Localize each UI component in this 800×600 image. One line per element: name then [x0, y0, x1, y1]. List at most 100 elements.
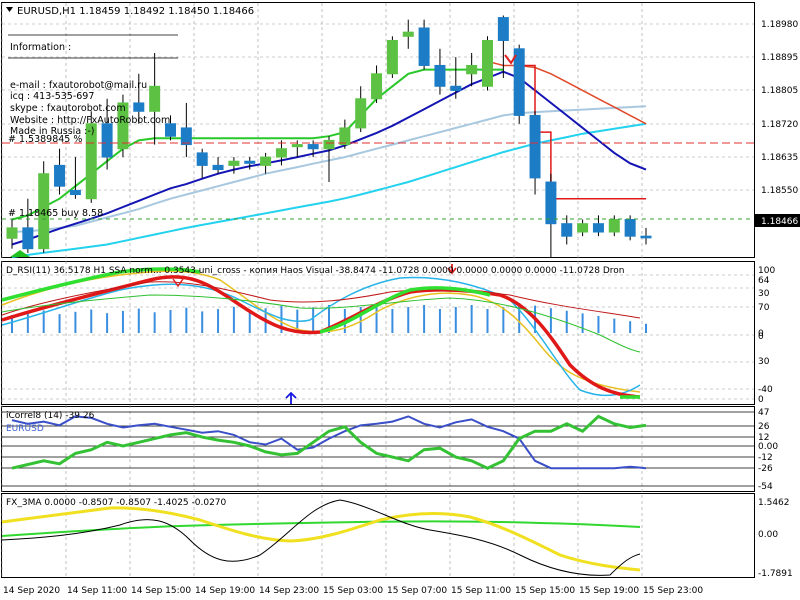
candle-body — [149, 85, 161, 112]
dropdown-icon[interactable] — [6, 7, 13, 12]
rsi-green-thick-line — [1, 267, 201, 302]
rsi-cyan-line — [1, 276, 641, 397]
time-tick: 15 Sep 11:00 — [451, 586, 511, 596]
candle-body — [608, 219, 620, 233]
candle-body — [434, 64, 446, 87]
candle — [117, 94, 129, 158]
candle-body — [85, 123, 97, 200]
info-email: e-mail : fxautorobot@mail.ru — [10, 80, 147, 91]
rsi-panel — [1, 261, 755, 405]
candle — [466, 52, 478, 87]
price-panel — [1, 2, 755, 258]
current-price-label: 1.18466 — [761, 217, 798, 227]
candle — [275, 140, 287, 166]
rsi-tick: 70 — [758, 303, 770, 313]
candle-body — [180, 127, 192, 146]
candle — [608, 215, 620, 237]
price-tick: 1.18720 — [761, 120, 798, 130]
rsi-green-thick-line-2 — [319, 286, 491, 334]
rsi-panel-label: D_RSI(11) 36.5178 H1 SSA norm... 0.3543 … — [6, 266, 625, 276]
candle — [482, 36, 493, 91]
current-price-box — [755, 214, 800, 227]
correlation-panel-label: iCorrel8 (14) -39 26 — [6, 411, 95, 421]
rsi-sell-marker-icon — [172, 278, 184, 288]
candle-body — [529, 114, 541, 179]
candle — [577, 219, 589, 237]
symbol-line: EURUSD,H1 1.18459 1.18492 1.18450 1.1846… — [17, 6, 254, 17]
corr-tick: -26 — [758, 464, 773, 474]
price-line-stop_red — [519, 64, 646, 200]
candle — [101, 98, 113, 170]
correlation-panel — [1, 406, 755, 492]
info-title: Information : — [10, 42, 71, 53]
candle-body — [339, 127, 351, 146]
sell-marker-icon — [504, 54, 517, 65]
candle-body — [133, 102, 145, 112]
candle — [165, 115, 176, 141]
candle-body — [640, 235, 652, 239]
rsi-tick: 64 — [758, 276, 770, 286]
rsi-yellow-line — [1, 270, 641, 393]
ma-tick: 0.00 — [758, 530, 778, 540]
price-tick: 1.18550 — [761, 186, 798, 196]
candle-body — [561, 223, 573, 237]
ma-lines — [1, 499, 641, 576]
candle — [69, 157, 81, 199]
candle-body — [402, 31, 414, 37]
info-made-in: Made in Russia :-) — [10, 126, 95, 137]
candle-body — [291, 144, 303, 148]
candle — [513, 44, 525, 124]
candle-body — [54, 164, 66, 187]
time-tick: 14 Sep 2020 — [3, 586, 60, 596]
candles — [6, 15, 652, 257]
candle — [133, 73, 145, 124]
candle-body — [482, 39, 493, 87]
candle-body — [307, 144, 319, 150]
rsi-tick: 100 — [758, 266, 775, 276]
candle-body — [466, 64, 478, 75]
candle — [402, 19, 414, 49]
candle — [434, 48, 446, 95]
correlation-panel-sublabel: EURUSD — [6, 424, 44, 434]
time-tick: 15 Sep 07:00 — [387, 586, 447, 596]
rsi-green-thin-line — [1, 294, 641, 353]
candle — [355, 86, 367, 133]
time-tick: 15 Sep 03:00 — [323, 586, 383, 596]
corr-tick: 12 — [758, 433, 769, 443]
info-percent: # 1.5389845 % — [8, 134, 82, 145]
candle — [149, 52, 161, 145]
candle-body — [244, 160, 256, 164]
candle-body — [260, 156, 272, 166]
candle — [180, 102, 192, 158]
price-tick: 1.18895 — [761, 53, 798, 63]
rsi-tick: 30 — [758, 289, 770, 299]
candle-body — [165, 123, 176, 137]
rsi-tick: 0 — [758, 329, 764, 339]
candle-body — [101, 123, 113, 158]
candle-body — [497, 17, 509, 41]
correlation-blue-line — [11, 415, 647, 470]
rsi-red-thick-line — [1, 275, 641, 399]
time-tick: 15 Sep 19:00 — [579, 586, 639, 596]
ma-tick: -1.7891 — [758, 569, 793, 579]
candle — [323, 136, 335, 183]
info-skype: skype : fxautorobot.com — [10, 103, 126, 114]
candle-body — [592, 223, 604, 233]
rsi-darkred-line — [1, 281, 641, 319]
ma-axis: 1.5462 0.00 -1.7891 — [758, 498, 793, 579]
candle — [6, 219, 18, 249]
info-icq: icq : 413-535-697 — [10, 91, 94, 102]
ma-panel-label: FX_3MA 0.0000 -0.8507 -0.8507 -1.4025 -0… — [6, 498, 227, 508]
candle-body — [117, 102, 129, 150]
candle-body — [69, 189, 81, 196]
candle-body — [38, 173, 50, 250]
candle — [212, 157, 224, 174]
time-tick: 14 Sep 15:00 — [131, 586, 191, 596]
buy-arrow-icon — [10, 250, 30, 257]
order-label: # 1.18465 buy 8.58 — [8, 208, 103, 219]
corr-tick: 47 — [758, 408, 769, 418]
candle-body — [386, 39, 398, 75]
rsi-up-arrow-icon — [285, 391, 297, 404]
